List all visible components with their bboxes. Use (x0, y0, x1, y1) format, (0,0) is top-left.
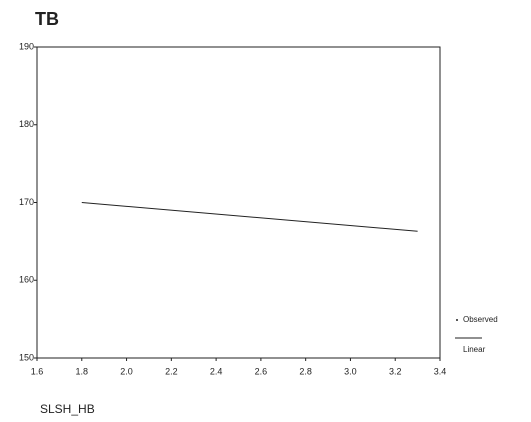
x-tick-label: 2.4 (210, 366, 223, 376)
x-tick-label: 2.8 (299, 366, 312, 376)
y-tick-label: 190 (19, 41, 34, 51)
plot-frame (36, 46, 441, 359)
x-axis-label: SLSH_HB (40, 402, 95, 416)
y-tick-label: 170 (19, 197, 34, 207)
legend-label: Linear (463, 345, 486, 354)
legend-label: Observed (463, 315, 498, 324)
line (81, 202, 418, 232)
x-tick-label: 2.0 (120, 366, 133, 376)
x-tick-label: 3.2 (389, 366, 402, 376)
x-tick-label: 3.4 (434, 366, 447, 376)
chart-title: TB (35, 9, 59, 29)
x-tick-label: 1.8 (76, 366, 89, 376)
x-tick-label: 2.6 (255, 366, 268, 376)
y-tick-label: 180 (19, 119, 34, 129)
x-tick-label: 3.0 (344, 366, 357, 376)
x-tick-label: 2.2 (165, 366, 178, 376)
y-tick-label: 150 (19, 352, 34, 362)
y-tick-label: 160 (19, 275, 34, 285)
x-tick-label: 1.6 (31, 366, 44, 376)
legend-marker (456, 319, 458, 321)
